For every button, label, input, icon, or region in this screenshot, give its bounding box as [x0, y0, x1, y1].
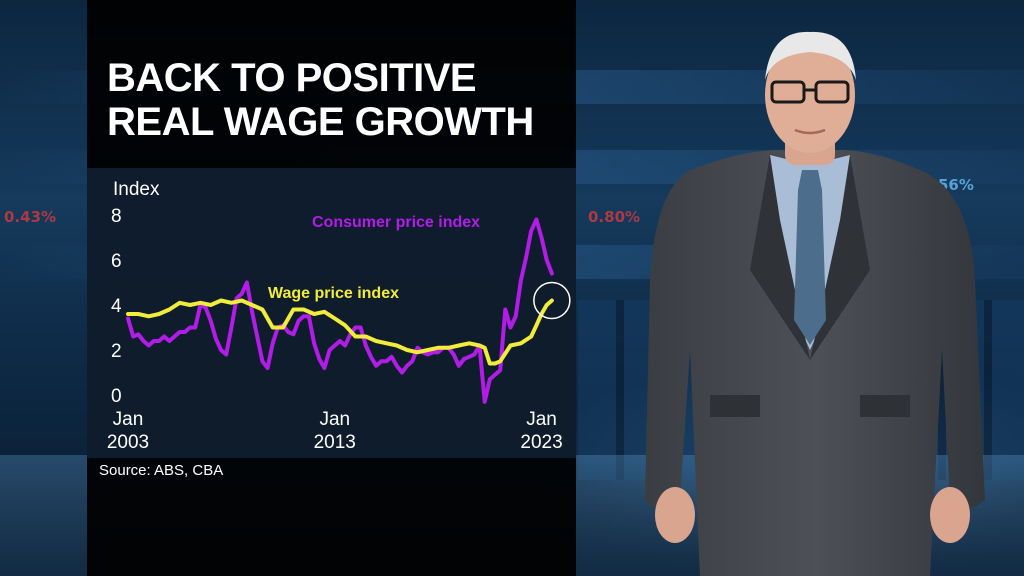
y-tick-label: 0 [111, 386, 122, 407]
x-tick-label: Jan [113, 409, 144, 430]
x-tick-label: 2023 [520, 432, 562, 453]
y-tick-label: 4 [111, 296, 122, 317]
y-tick-label: 8 [111, 206, 122, 227]
x-tick-label: 2013 [314, 432, 356, 453]
chart-series [126, 217, 554, 404]
series-label-wpi: Wage price index [268, 285, 399, 302]
y-axis-ticks: 0 2 4 6 8 [111, 206, 122, 407]
background-ticker: 0.80% [588, 208, 641, 226]
y-tick-label: 6 [111, 251, 122, 272]
x-tick-label: 2003 [107, 432, 149, 453]
series-label-cpi: Consumer price index [312, 214, 480, 231]
background-ticker: 0.43% [4, 208, 57, 226]
chart-title-line: REAL WAGE GROWTH [107, 100, 534, 144]
presenter [645, 31, 985, 576]
chart-source: Source: ABS, CBA [99, 462, 224, 479]
chart-plot-area [87, 168, 576, 458]
x-tick-label: Jan [319, 409, 350, 430]
highlight-circle [533, 281, 571, 320]
cpi-series-line [126, 217, 554, 404]
x-tick-label: Jan [526, 409, 557, 430]
chart-title-line: BACK TO POSITIVE [107, 56, 477, 100]
chart-title: BACK TO POSITIVE REAL WAGE GROWTH [107, 56, 534, 144]
y-axis-label: Index [113, 179, 160, 200]
wpi-series-line [126, 298, 554, 366]
y-tick-label: 2 [111, 341, 122, 362]
